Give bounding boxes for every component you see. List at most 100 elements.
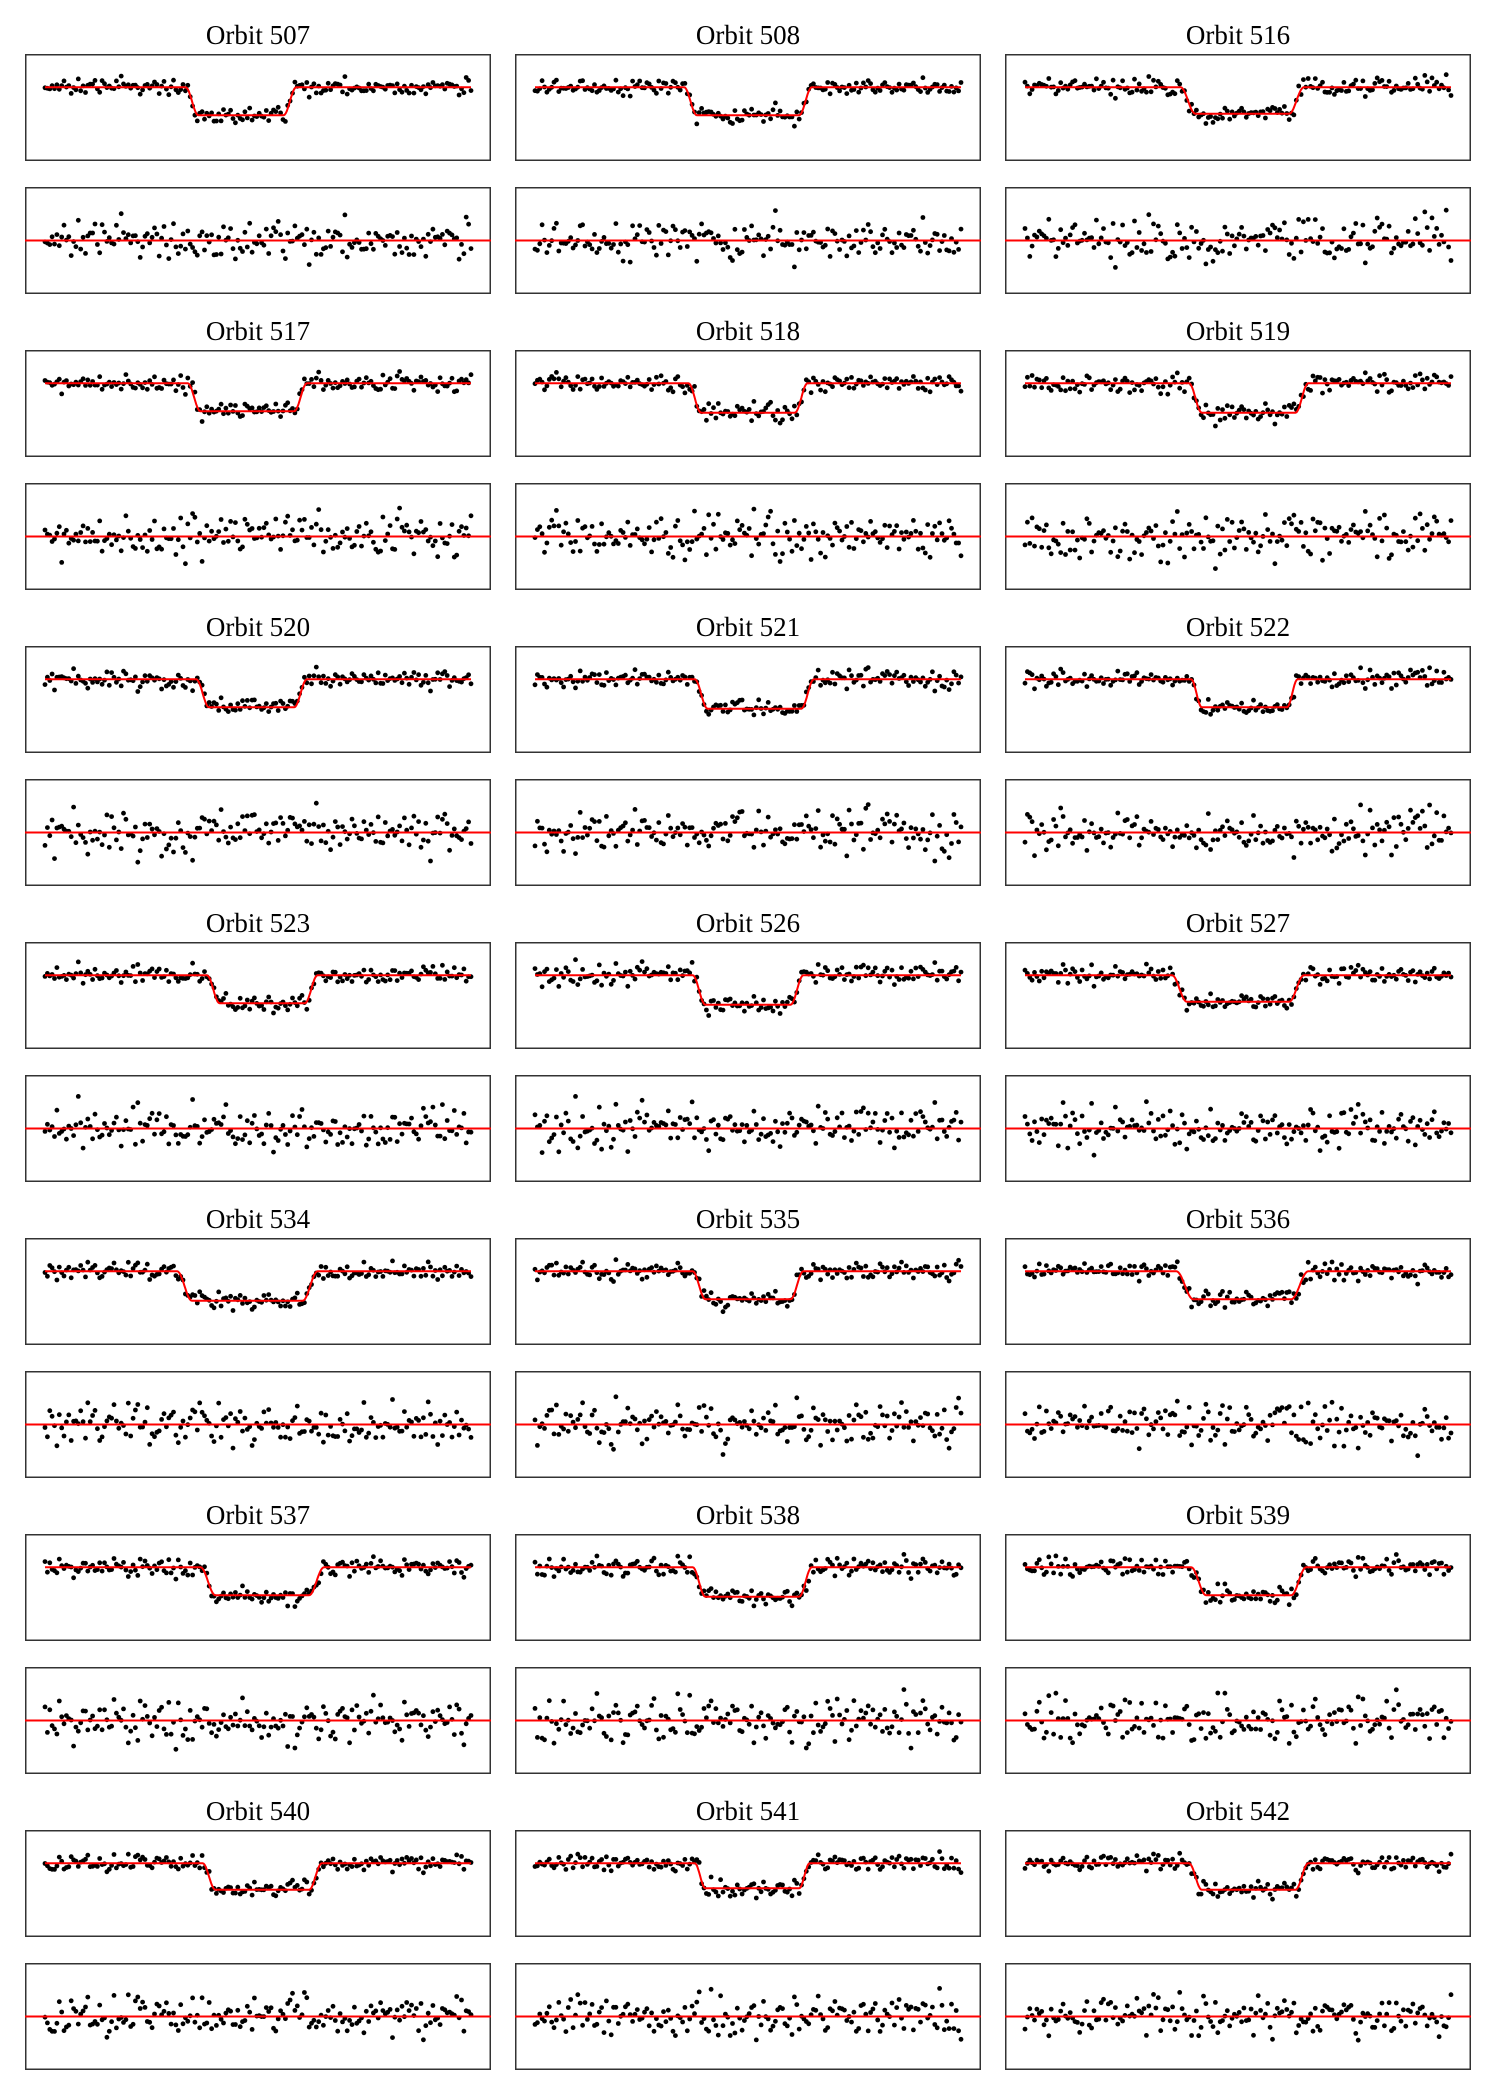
residual-point xyxy=(144,231,150,237)
residual-point xyxy=(803,246,809,252)
residual-point xyxy=(830,542,835,548)
residual-point xyxy=(75,217,81,223)
residual-point xyxy=(1339,538,1344,544)
residual-point xyxy=(95,538,100,544)
panel-title: Orbit 522 xyxy=(1185,612,1291,642)
data-point xyxy=(887,376,892,382)
data-point xyxy=(54,965,60,970)
residual-point xyxy=(78,1408,84,1414)
data-point xyxy=(423,1272,429,1278)
residual-point xyxy=(608,1144,614,1150)
data-point xyxy=(235,701,241,707)
residual-point xyxy=(1027,541,1033,546)
data-point xyxy=(913,965,919,971)
data-point xyxy=(147,378,153,384)
residual-point xyxy=(794,836,800,842)
residual-point xyxy=(1065,1145,1071,1151)
residual-point xyxy=(1310,1110,1316,1116)
residuals-plot xyxy=(1005,483,1471,590)
data-point xyxy=(1379,680,1385,686)
residual-point xyxy=(782,520,788,526)
data-point xyxy=(1058,666,1064,672)
residual-point xyxy=(1163,530,1168,536)
residual-point xyxy=(1146,1120,1152,1126)
residual-point xyxy=(263,821,269,827)
residual-point xyxy=(1141,241,1147,247)
data-point xyxy=(130,964,136,969)
residual-point xyxy=(1044,522,1049,528)
residual-point xyxy=(297,517,302,523)
residual-point xyxy=(596,1440,602,1446)
residual-point xyxy=(1365,241,1371,247)
model-curve xyxy=(1025,86,1451,115)
residual-point xyxy=(1113,1104,1118,1110)
residual-point xyxy=(1120,1119,1125,1125)
data-point xyxy=(732,413,738,419)
residual-point xyxy=(1027,1131,1033,1137)
residual-point xyxy=(625,1149,631,1154)
residual-point xyxy=(811,521,816,527)
data-point xyxy=(794,709,800,714)
data-point xyxy=(1305,76,1311,81)
residual-point xyxy=(787,536,792,542)
residual-point xyxy=(144,548,150,554)
lightcurve-plot xyxy=(515,646,981,753)
residual-point xyxy=(1255,549,1261,555)
residual-point xyxy=(1322,1133,1328,1139)
residual-point xyxy=(1224,517,1230,522)
residual-point xyxy=(306,262,312,267)
residual-point xyxy=(423,820,429,826)
data-point xyxy=(665,964,671,970)
data-point xyxy=(316,1272,322,1278)
data-point xyxy=(114,78,119,84)
data-point xyxy=(78,1263,84,1268)
residual-point xyxy=(1227,251,1233,256)
residual-point xyxy=(903,529,909,535)
data-point xyxy=(627,93,633,99)
residual-point xyxy=(663,229,669,234)
residual-point xyxy=(90,837,95,843)
residual-point xyxy=(544,1113,550,1119)
residual-point xyxy=(837,528,842,534)
data-point xyxy=(704,1293,709,1299)
residual-point xyxy=(104,1418,110,1424)
lightcurve-plot xyxy=(1005,646,1471,753)
residual-point xyxy=(542,1426,547,1431)
residual-point xyxy=(611,242,616,247)
residual-point xyxy=(266,1111,272,1116)
residual-point xyxy=(192,834,198,840)
residual-point xyxy=(753,827,759,833)
residual-point xyxy=(851,1128,857,1134)
residual-point xyxy=(368,241,374,247)
residual-point xyxy=(796,1122,802,1128)
data-point xyxy=(454,388,460,394)
data-point xyxy=(1239,700,1244,706)
residual-point xyxy=(309,525,314,530)
residual-point xyxy=(90,1413,95,1418)
residual-point xyxy=(568,235,574,241)
residual-point xyxy=(684,842,690,848)
residual-point xyxy=(1296,823,1302,829)
residual-point xyxy=(149,1110,155,1116)
residual-point xyxy=(889,839,895,845)
residual-point xyxy=(147,1116,153,1122)
residual-point xyxy=(711,825,716,831)
residual-point xyxy=(323,840,329,846)
data-point xyxy=(713,415,719,421)
residual-point xyxy=(173,1132,179,1138)
residual-point xyxy=(1205,811,1211,816)
residual-point xyxy=(956,540,961,546)
residual-point xyxy=(1153,1136,1159,1142)
residual-point xyxy=(263,1122,269,1128)
data-point xyxy=(620,93,626,99)
data-point xyxy=(430,1273,436,1279)
data-point xyxy=(171,377,176,383)
residual-point xyxy=(585,832,590,838)
residual-point xyxy=(390,1397,395,1402)
data-point xyxy=(932,376,938,382)
residual-point xyxy=(582,243,588,249)
data-point xyxy=(853,1260,859,1266)
residual-point xyxy=(1122,1134,1128,1140)
residual-point xyxy=(1084,516,1090,522)
residual-point xyxy=(359,543,364,549)
